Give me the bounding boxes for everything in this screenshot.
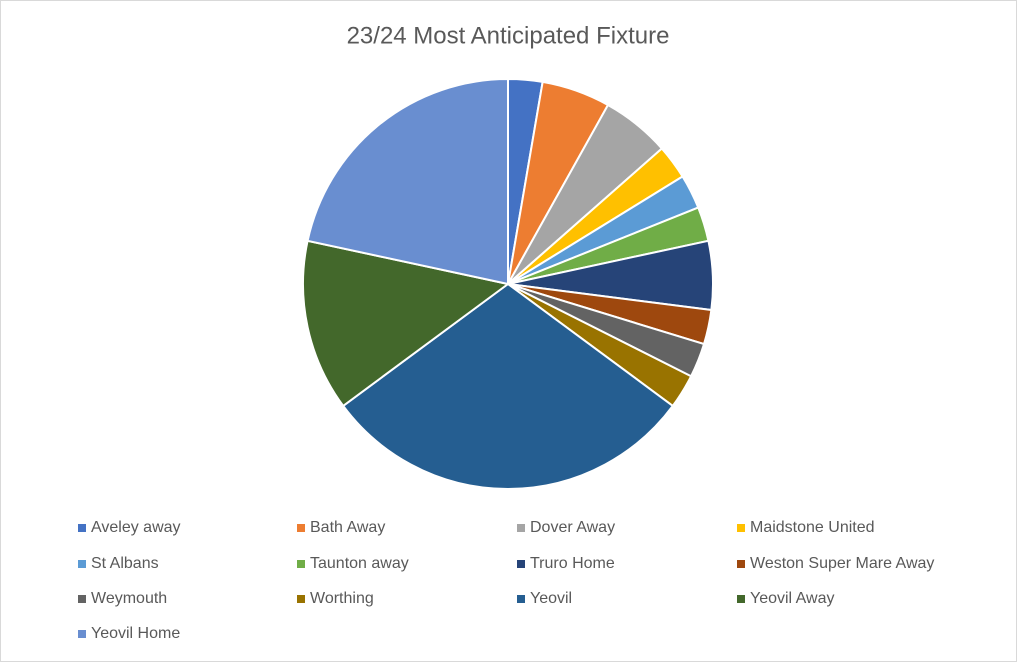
legend-label: St Albans — [91, 555, 159, 572]
legend-label: Yeovil — [530, 590, 572, 607]
legend-label: Bath Away — [310, 519, 385, 536]
legend-label: Dover Away — [530, 519, 615, 536]
legend-swatch — [78, 524, 86, 532]
legend-label: Taunton away — [310, 555, 409, 572]
pie-slice — [341, 282, 675, 490]
chart-title: 23/24 Most Anticipated Fixture — [347, 22, 670, 49]
legend-swatch — [517, 560, 525, 568]
legend-swatch — [517, 595, 525, 603]
legend-label: Truro Home — [530, 555, 615, 572]
legend-label: Weymouth — [91, 590, 167, 607]
legend-swatch — [78, 630, 86, 638]
legend-label: Maidstone United — [750, 519, 875, 536]
legend-label: Yeovil Away — [750, 590, 835, 607]
legend-swatch — [297, 560, 305, 568]
legend-label: Yeovil Home — [91, 625, 180, 642]
legend-label: Aveley away — [91, 519, 181, 536]
legend-swatch — [297, 524, 305, 532]
legend-swatch — [78, 595, 86, 603]
pie-slice — [306, 77, 509, 286]
legend-label: Weston Super Mare Away — [750, 555, 934, 572]
legend-swatch — [517, 524, 525, 532]
legend-swatch — [737, 560, 745, 568]
legend-swatch — [78, 560, 86, 568]
legend-swatch — [737, 524, 745, 532]
legend-label: Worthing — [310, 590, 374, 607]
legend-swatch — [737, 595, 745, 603]
pie-slice — [302, 239, 511, 408]
legend-swatch — [297, 595, 305, 603]
